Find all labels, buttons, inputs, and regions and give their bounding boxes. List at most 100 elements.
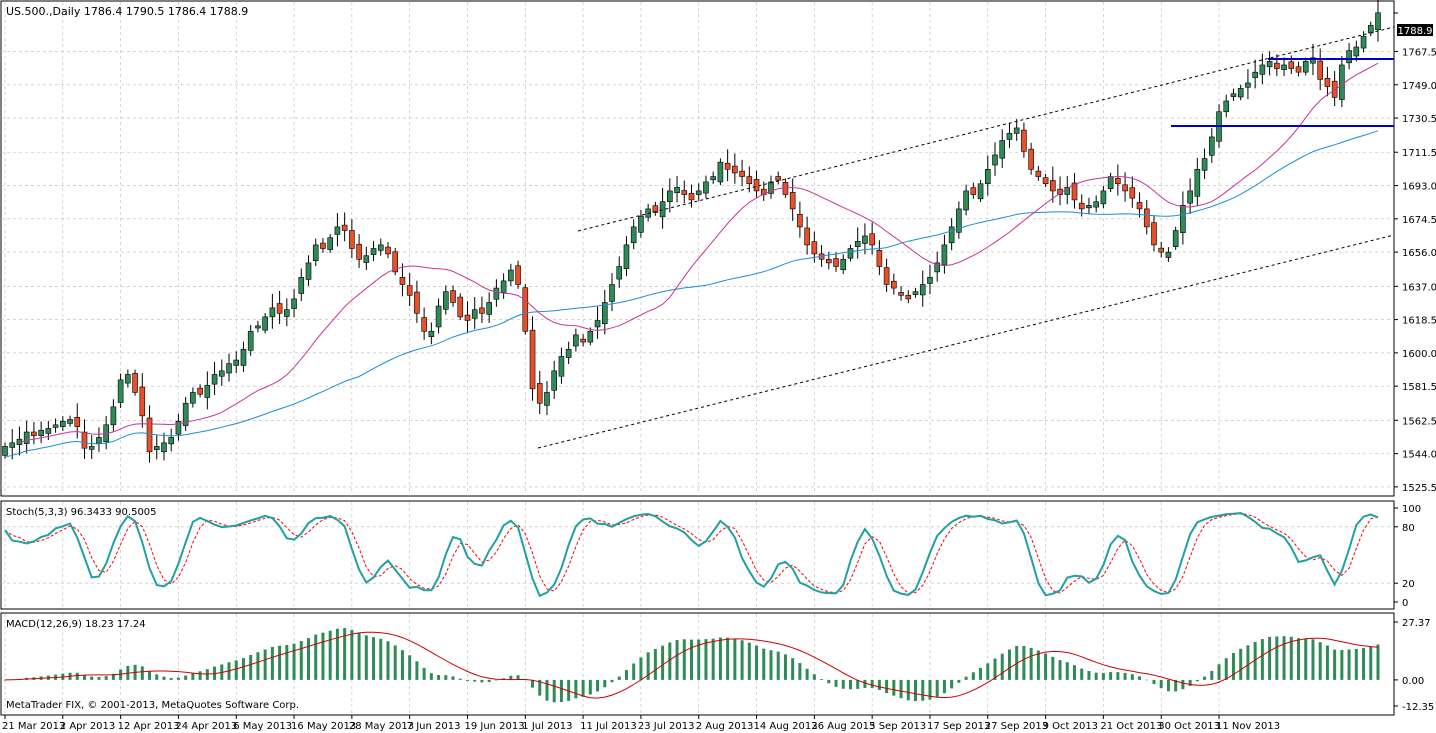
macd-bar	[1065, 662, 1069, 680]
candle-body	[1302, 61, 1309, 73]
macd-bar	[581, 679, 585, 697]
macd-bar	[1239, 648, 1243, 680]
candle-body	[1317, 60, 1323, 80]
candle-body	[1158, 247, 1165, 253]
candle-body	[1339, 64, 1345, 100]
macd-bar	[1362, 647, 1366, 680]
macd-bar	[1087, 671, 1091, 680]
macd-bar	[3, 679, 7, 681]
macd-bar	[321, 632, 325, 680]
candle-body	[1028, 148, 1034, 170]
candle-body	[139, 386, 146, 417]
y-tick-label: 1618.5	[1402, 316, 1436, 327]
candle-body	[558, 356, 565, 377]
macd-bar	[292, 643, 296, 680]
candle-body	[1115, 178, 1121, 185]
copyright-text: MetaTrader FIX, © 2001-2013, MetaQuotes …	[6, 700, 299, 711]
macd-bar	[1109, 672, 1113, 680]
candle-body	[269, 307, 276, 318]
macd-bar	[256, 652, 260, 680]
macd-bar	[863, 679, 867, 688]
candle-body	[1237, 88, 1244, 98]
macd-bar	[1022, 645, 1026, 680]
y-tick-label: 0.00	[1402, 676, 1424, 687]
macd-bar	[596, 679, 600, 692]
candle-body	[840, 258, 847, 271]
candle-body	[132, 373, 138, 393]
macd-bar	[97, 676, 101, 680]
candle-body	[240, 348, 247, 366]
macd-bar	[559, 679, 563, 703]
candle-body	[623, 244, 630, 269]
macd-bar	[1333, 649, 1337, 680]
x-tick-label: 28 May 2013	[349, 721, 414, 732]
candle-body	[732, 165, 738, 174]
candle-body	[60, 420, 66, 427]
macd-bar	[1325, 645, 1329, 680]
macd-bar	[1268, 636, 1272, 680]
macd-bar	[162, 676, 166, 680]
candle-body	[580, 338, 586, 343]
candle-body	[443, 291, 449, 310]
candle-body	[768, 181, 774, 194]
y-tick-label: 100	[1402, 504, 1421, 515]
macd-bar	[661, 645, 665, 680]
y-tick-label: 1600.0	[1402, 349, 1436, 360]
macd-bar	[176, 677, 180, 680]
macd-bar	[914, 679, 918, 702]
candle-body	[1360, 35, 1367, 49]
candle-body	[312, 244, 319, 262]
candle-body	[1013, 127, 1020, 134]
candle-body	[977, 183, 984, 200]
candle-body	[1122, 184, 1128, 192]
macd-bar	[827, 679, 831, 684]
candle-body	[1165, 251, 1172, 258]
macd-signal-line	[4, 631, 1379, 699]
y-tick-label: 80	[1402, 523, 1415, 534]
macd-bar	[422, 667, 426, 680]
macd-bar	[487, 679, 491, 683]
candle-body	[23, 431, 30, 444]
macd-bar	[906, 679, 910, 701]
macd-bar	[408, 655, 412, 680]
macd-bar	[437, 675, 441, 680]
candle-body	[305, 262, 312, 280]
macd-bar	[350, 629, 354, 680]
macd-bar	[1072, 665, 1076, 680]
candle-body	[594, 320, 601, 328]
macd-bar	[567, 679, 571, 701]
candle-body	[190, 392, 196, 404]
y-tick-label: 1656.0	[1402, 248, 1436, 259]
candle-body	[508, 269, 514, 282]
candle-body	[804, 227, 810, 246]
macd-bar	[299, 641, 303, 680]
candle-body	[1201, 158, 1208, 171]
candle-body	[284, 309, 290, 317]
macd-bar	[1145, 679, 1149, 681]
macd-bar	[726, 637, 730, 680]
macd-bar	[588, 679, 592, 695]
macd-bar	[646, 652, 650, 680]
candle-body	[262, 316, 268, 331]
macd-bar	[841, 679, 845, 689]
macd-bar	[1289, 636, 1293, 680]
x-tick-label: 9 Oct 2013	[1043, 721, 1098, 732]
candle-body	[970, 187, 977, 195]
macd-bar	[957, 679, 961, 683]
macd-bar	[820, 679, 824, 680]
candle-body	[638, 215, 644, 233]
macd-bar	[617, 676, 621, 680]
macd-bar	[1231, 653, 1235, 680]
candle-body	[435, 305, 442, 328]
candle-body	[153, 446, 160, 450]
price-axis: 1767.5 1749.0 1730.5 1711.5 1693.0 1674.5 1656…	[1394, 12, 1436, 713]
x-tick-label: 27 Sep 2013	[985, 721, 1048, 732]
candle-body	[493, 287, 500, 300]
stoch-header: Stoch(5,3,3) 96.3433 90.5005	[6, 507, 157, 518]
candle-body	[984, 169, 991, 185]
candle-body	[652, 205, 659, 213]
macd-bar	[950, 679, 954, 689]
candle-body	[182, 402, 189, 426]
